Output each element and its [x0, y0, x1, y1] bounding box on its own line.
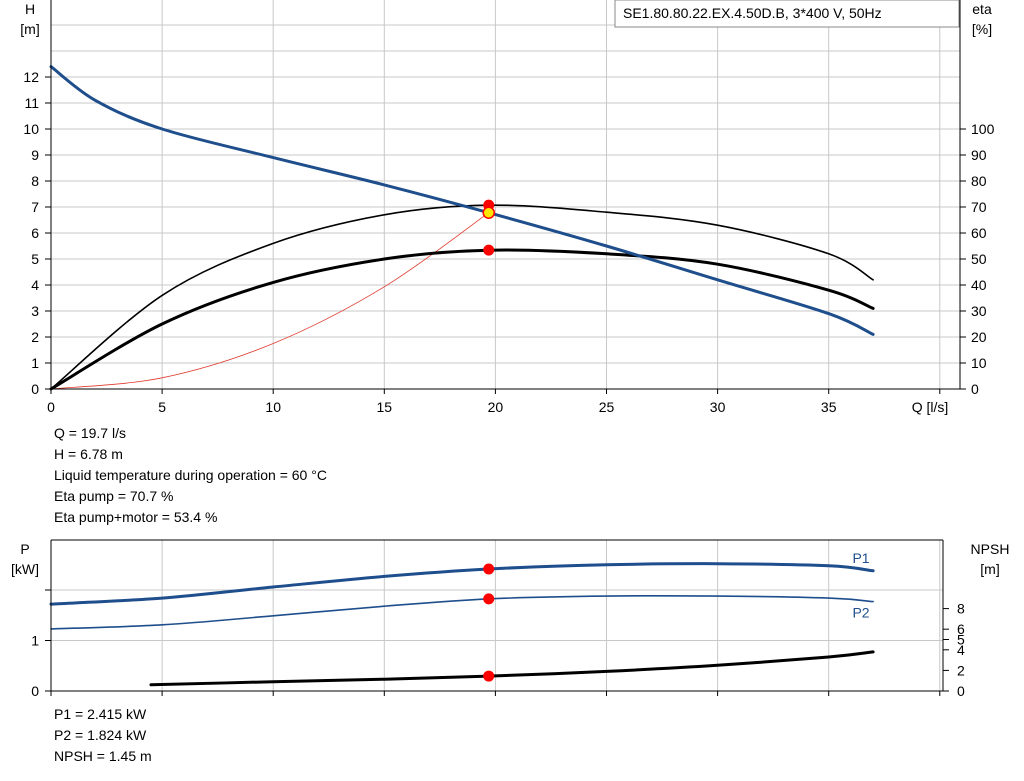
x-tick-label: 25	[599, 399, 615, 415]
y-tick-label-left: 4	[31, 277, 39, 293]
y-tick-label-right: 6	[957, 621, 965, 637]
p1-curve	[49, 562, 875, 606]
y-tick-label-left: 0	[31, 683, 39, 696]
y-axis-label-left: P	[20, 541, 29, 557]
y-tick-label-right: 5	[957, 632, 965, 648]
pump-title-box: SE1.80.80.22.EX.4.50D.B, 3*400 V, 50Hz	[614, 0, 960, 28]
info-eta-pump: Eta pump = 70.7 %	[54, 488, 174, 504]
performance-chart: 0 5 10 15 20 25 30 35 Q [l/s]0123456789101112010…	[20, 0, 995, 415]
y-tick-label-left: 2	[31, 329, 39, 345]
x-tick-label: 15	[377, 399, 393, 415]
info-p1: P1 = 2.415 kW	[54, 706, 147, 722]
y-tick-label-left: 0	[31, 381, 39, 397]
y-tick-label-right: 10	[971, 355, 987, 371]
chart-grid	[51, 0, 960, 389]
x-tick-label: 10	[265, 399, 281, 415]
y-tick-label-right: 0	[957, 683, 965, 696]
y-axis-label-right: [%]	[972, 21, 992, 37]
y-tick-label-left: 7	[31, 199, 39, 215]
operating-point-head	[482, 206, 495, 219]
y-tick-label-left: 1	[31, 633, 39, 649]
y-axis-label-left: H	[25, 1, 35, 17]
system-curve-curve	[50, 212, 490, 390]
operating-points	[482, 199, 495, 256]
x-tick-label: 5	[158, 399, 166, 415]
info-npsh: NPSH = 1.45 m	[54, 748, 152, 764]
p2-curve	[50, 594, 874, 630]
operating-point-info: Q = 19.7 l/s H = 6.78 m Liquid temperatu…	[54, 423, 327, 528]
power-info: P1 = 2.415 kW P2 = 1.824 kW NPSH = 1.45 …	[54, 704, 152, 767]
pump-title: SE1.80.80.22.EX.4.50D.B, 3*400 V, 50Hz	[623, 5, 882, 21]
x-tick-label: 30	[710, 399, 726, 415]
y-tick-label-right: 20	[971, 329, 987, 345]
y-tick-label-left: 1	[31, 355, 39, 371]
operating-point-p2	[483, 593, 495, 605]
y-tick-label-left: 8	[31, 173, 39, 189]
y-tick-label-left: 10	[23, 121, 39, 137]
info-liquid-temperature: Liquid temperature during operation = 60…	[54, 467, 327, 483]
operating-points	[483, 563, 495, 682]
y-tick-label-right: 90	[971, 147, 987, 163]
y-axis-label-left: [m]	[20, 21, 39, 37]
y-tick-label-right: 70	[971, 199, 987, 215]
chart-axes: 0 5 10 15 20 25 30 35 Q [l/s]0123456789101112010…	[20, 0, 995, 415]
y-tick-label-right: 50	[971, 251, 987, 267]
y-tick-label-left: 12	[23, 69, 39, 85]
x-tick-label: 35	[821, 399, 837, 415]
y-axis-label-right: eta	[972, 1, 992, 17]
y-tick-label-right: 2	[957, 662, 965, 678]
info-head: H = 6.78 m	[54, 446, 123, 462]
y-tick-label-right: 30	[971, 303, 987, 319]
y-tick-label-right: 0	[971, 381, 979, 397]
head-curve	[49, 65, 875, 336]
y-axis-label-left: [kW]	[11, 561, 39, 577]
x-tick-label: 0	[47, 399, 55, 415]
y-tick-label-right: 40	[971, 277, 987, 293]
operating-point-p1	[483, 563, 495, 575]
chart-axes: 0 1 0 2 456 8 P [kW] NPSH [m]	[11, 539, 1010, 696]
operating-point-npsh	[483, 670, 495, 682]
p1-series-label: P1	[852, 550, 869, 566]
y-tick-label-left: 5	[31, 251, 39, 267]
eta-pump-motor-curve	[49, 248, 875, 391]
y-tick-label-right: 100	[971, 121, 995, 137]
y-tick-label-left: 9	[31, 147, 39, 163]
chart-grid	[51, 540, 943, 691]
npsh-curve	[149, 650, 875, 687]
operating-point-eta-pump-motor	[483, 244, 495, 256]
info-p2: P2 = 1.824 kW	[54, 727, 147, 743]
info-flow: Q = 19.7 l/s	[54, 425, 126, 441]
chart-curves	[49, 65, 875, 391]
y-axis-label-right: [m]	[980, 561, 999, 577]
y-tick-label-right: 4	[957, 642, 965, 658]
x-axis-label: Q [l/s]	[912, 399, 949, 415]
y-tick-label-right: 60	[971, 225, 987, 241]
info-eta-pump-motor: Eta pump+motor = 53.4 %	[54, 509, 218, 525]
chart-curves: P2 P1	[49, 550, 875, 687]
eta-pump-curve	[50, 204, 874, 390]
y-tick-label-right: 8	[957, 601, 965, 617]
y-axis-label-right: NPSH	[971, 541, 1010, 557]
y-tick-label-left: 11	[24, 95, 39, 111]
x-tick-label: 20	[488, 399, 504, 415]
y-tick-label-left: 3	[31, 303, 39, 319]
p2-series-label: P2	[852, 605, 869, 621]
y-tick-label-right: 80	[971, 173, 987, 189]
power-npsh-chart: P2 P1 0 1 0 2 456 8 P [kW] NPSH [m]	[11, 539, 1010, 696]
y-tick-label-left: 6	[31, 225, 39, 241]
